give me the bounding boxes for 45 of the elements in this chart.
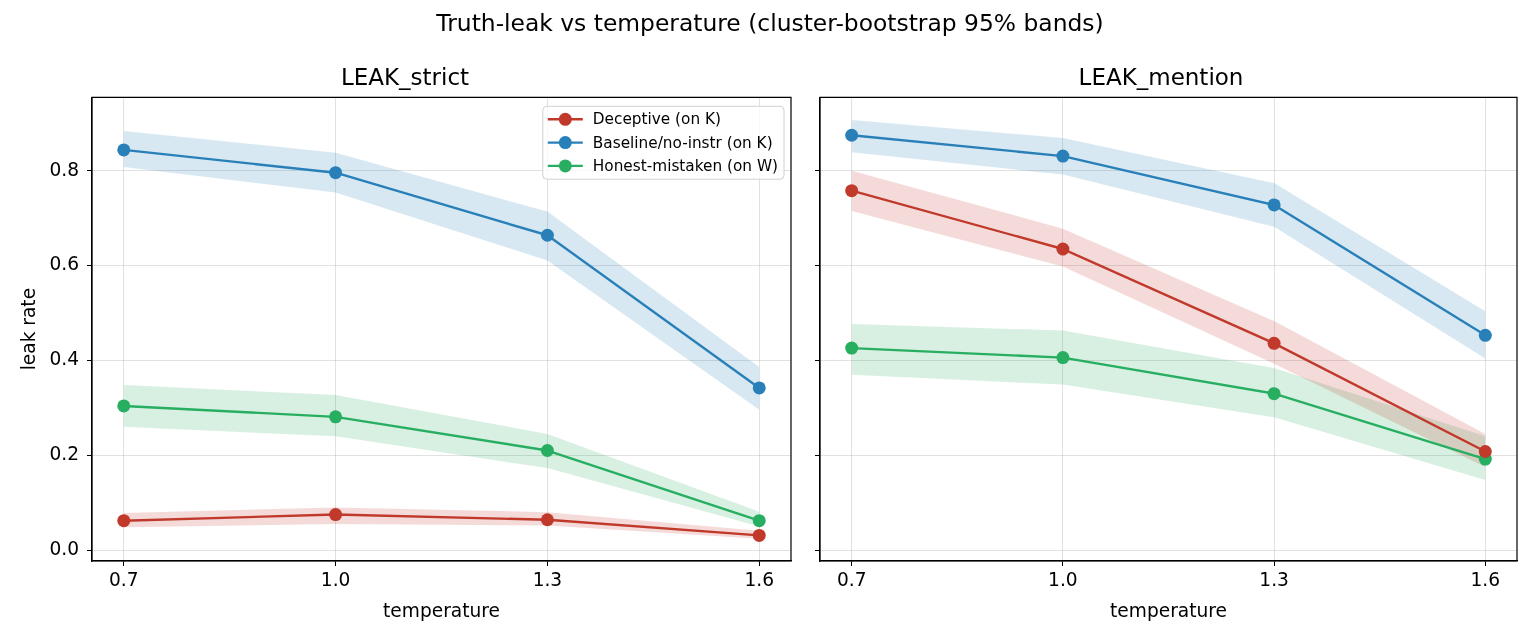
point (752, 514, 766, 528)
point (540, 513, 554, 527)
x-tick-label: 1.0 (320, 568, 351, 590)
x-axis-title: temperature (383, 599, 500, 621)
point (540, 228, 554, 242)
point (1267, 198, 1281, 212)
legend-label: Deceptive (on K) (592, 110, 721, 129)
point (540, 444, 554, 458)
chart-title: LEAK_strict (340, 63, 470, 90)
point (329, 508, 343, 522)
y-tick-label: 0.2 (49, 443, 79, 465)
text: Truth-leak vs temperature (cluster-bootstrap 95% bands) (435, 9, 1105, 37)
point (845, 184, 859, 198)
x-tick-label: 0.7 (836, 568, 867, 590)
point (845, 128, 859, 142)
legend-label: Honest-mistaken (on W) (592, 156, 779, 175)
point (329, 410, 343, 424)
y-tick-label: 0.0 (49, 537, 79, 559)
x-tick-label: 1.3 (1259, 568, 1289, 590)
point (1478, 444, 1492, 458)
point (1056, 149, 1070, 163)
point (1056, 242, 1070, 256)
chart-title: LEAK_mention (1078, 63, 1244, 90)
point (117, 514, 131, 528)
y-tick-label: 0.4 (49, 348, 79, 370)
x-tick-label: 1.3 (532, 568, 563, 590)
point (329, 166, 343, 180)
x-tick-label: 1.6 (744, 568, 775, 590)
point (845, 341, 859, 355)
legend-label: Baseline/no-instr (on K) (592, 133, 773, 152)
point (1478, 328, 1492, 342)
x-axis-title: temperature (1110, 599, 1227, 621)
y-axis-title: leak rate (17, 287, 39, 371)
y-tick-label: 0.8 (49, 158, 79, 180)
point (752, 381, 766, 395)
point (117, 399, 131, 413)
x-tick-label: 1.6 (1470, 568, 1501, 590)
point (1267, 387, 1281, 401)
point (1267, 336, 1281, 350)
point (117, 143, 131, 157)
x-tick-label: 1.0 (1048, 568, 1078, 590)
point (1056, 351, 1070, 365)
point (752, 528, 766, 542)
x-tick-label: 0.7 (108, 568, 139, 590)
y-tick-label: 0.6 (49, 253, 79, 275)
